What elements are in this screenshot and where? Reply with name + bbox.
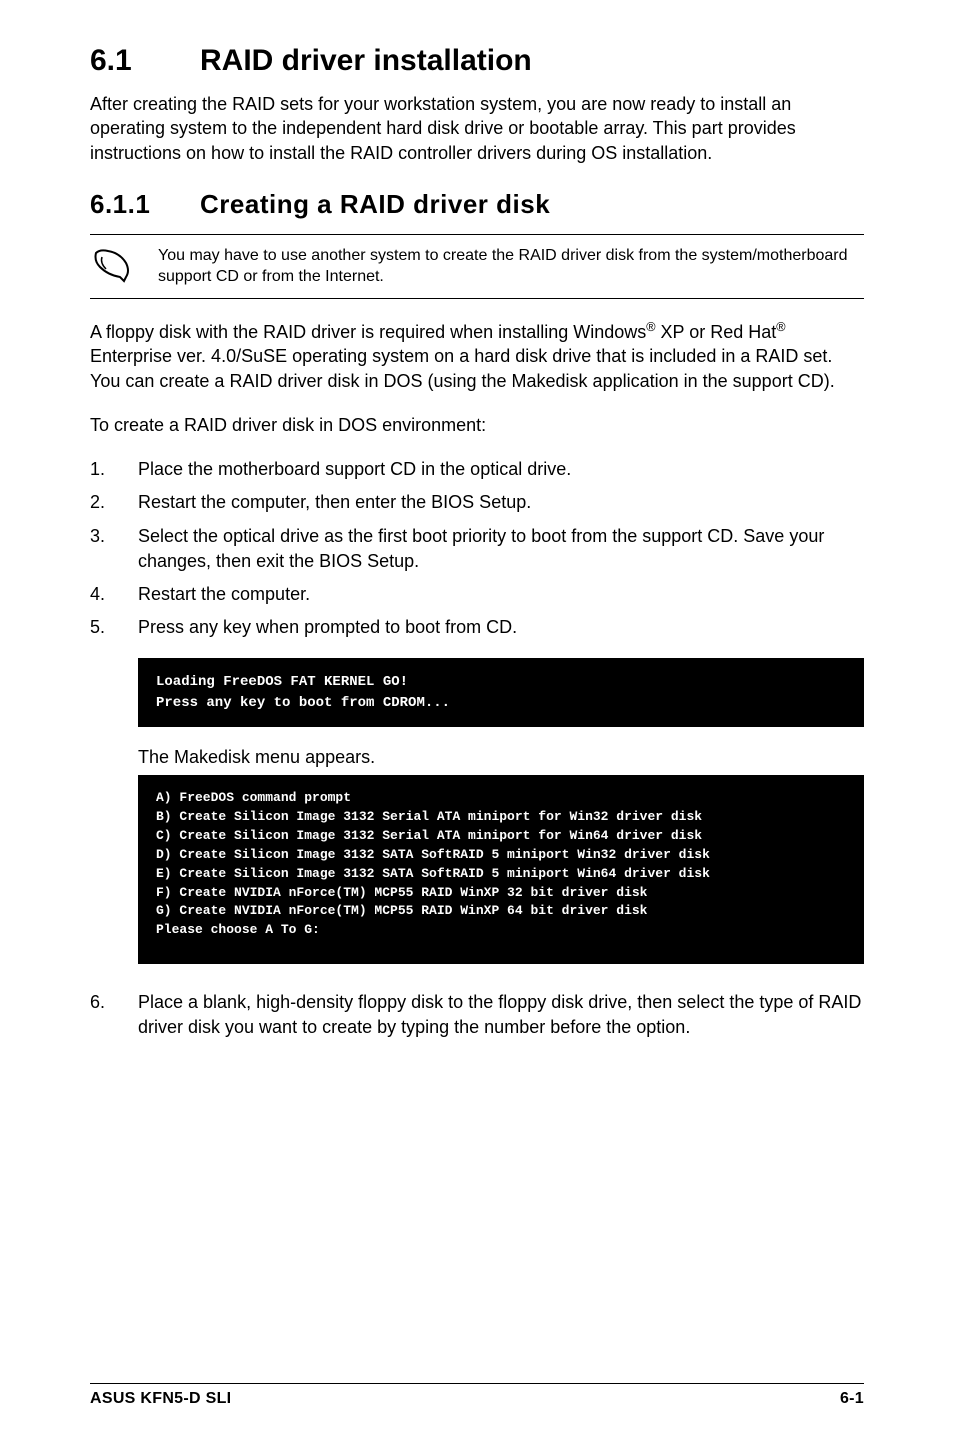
list-item: 5. Press any key when prompted to boot f… bbox=[90, 615, 864, 640]
para1-post: Enterprise ver. 4.0/SuSE operating syste… bbox=[90, 346, 835, 390]
footer-right: 6-1 bbox=[840, 1390, 864, 1408]
note-icon bbox=[90, 245, 158, 285]
para1-mid: XP or Red Hat bbox=[656, 322, 777, 342]
reg-mark-1: ® bbox=[646, 320, 655, 334]
step-text: Place the motherboard support CD in the … bbox=[138, 457, 864, 482]
body-paragraph-2: To create a RAID driver disk in DOS envi… bbox=[90, 413, 864, 437]
step-text: Select the optical drive as the first bo… bbox=[138, 524, 864, 574]
note-text: You may have to use another system to cr… bbox=[158, 245, 864, 288]
makedisk-label: The Makedisk menu appears. bbox=[138, 745, 864, 769]
step-6: 6. Place a blank, high-density floppy di… bbox=[90, 990, 864, 1040]
heading-2-title: Creating a RAID driver disk bbox=[200, 189, 550, 220]
terminal-output-1: Loading FreeDOS FAT KERNEL GO! Press any… bbox=[138, 658, 864, 727]
page: 6.1 RAID driver installation After creat… bbox=[0, 0, 954, 1438]
step-number: 1. bbox=[90, 457, 138, 482]
steps-list: 1. Place the motherboard support CD in t… bbox=[90, 457, 864, 640]
heading-1-title: RAID driver installation bbox=[200, 44, 532, 78]
heading-1-number: 6.1 bbox=[90, 44, 200, 78]
list-item: 1. Place the motherboard support CD in t… bbox=[90, 457, 864, 482]
intro-paragraph: After creating the RAID sets for your wo… bbox=[90, 92, 864, 165]
heading-2-number: 6.1.1 bbox=[90, 189, 200, 220]
terminal-output-2: A) FreeDOS command prompt B) Create Sili… bbox=[138, 775, 864, 964]
step-number: 3. bbox=[90, 524, 138, 574]
step-number: 5. bbox=[90, 615, 138, 640]
footer-left: ASUS KFN5-D SLI bbox=[90, 1390, 231, 1408]
page-footer: ASUS KFN5-D SLI 6-1 bbox=[90, 1383, 864, 1408]
step-text: Place a blank, high-density floppy disk … bbox=[138, 990, 864, 1040]
step-text: Press any key when prompted to boot from… bbox=[138, 615, 864, 640]
step-text: Restart the computer. bbox=[138, 582, 864, 607]
list-item: 3. Select the optical drive as the first… bbox=[90, 524, 864, 574]
reg-mark-2: ® bbox=[776, 320, 785, 334]
para1-pre: A floppy disk with the RAID driver is re… bbox=[90, 322, 646, 342]
heading-2: 6.1.1 Creating a RAID driver disk bbox=[90, 189, 864, 220]
list-item: 2. Restart the computer, then enter the … bbox=[90, 490, 864, 515]
step-number: 4. bbox=[90, 582, 138, 607]
note-callout: You may have to use another system to cr… bbox=[90, 234, 864, 299]
step-number: 2. bbox=[90, 490, 138, 515]
step-number: 6. bbox=[90, 990, 138, 1040]
heading-1: 6.1 RAID driver installation bbox=[90, 44, 864, 78]
list-item: 4. Restart the computer. bbox=[90, 582, 864, 607]
body-paragraph-1: A floppy disk with the RAID driver is re… bbox=[90, 319, 864, 393]
step-text: Restart the computer, then enter the BIO… bbox=[138, 490, 864, 515]
